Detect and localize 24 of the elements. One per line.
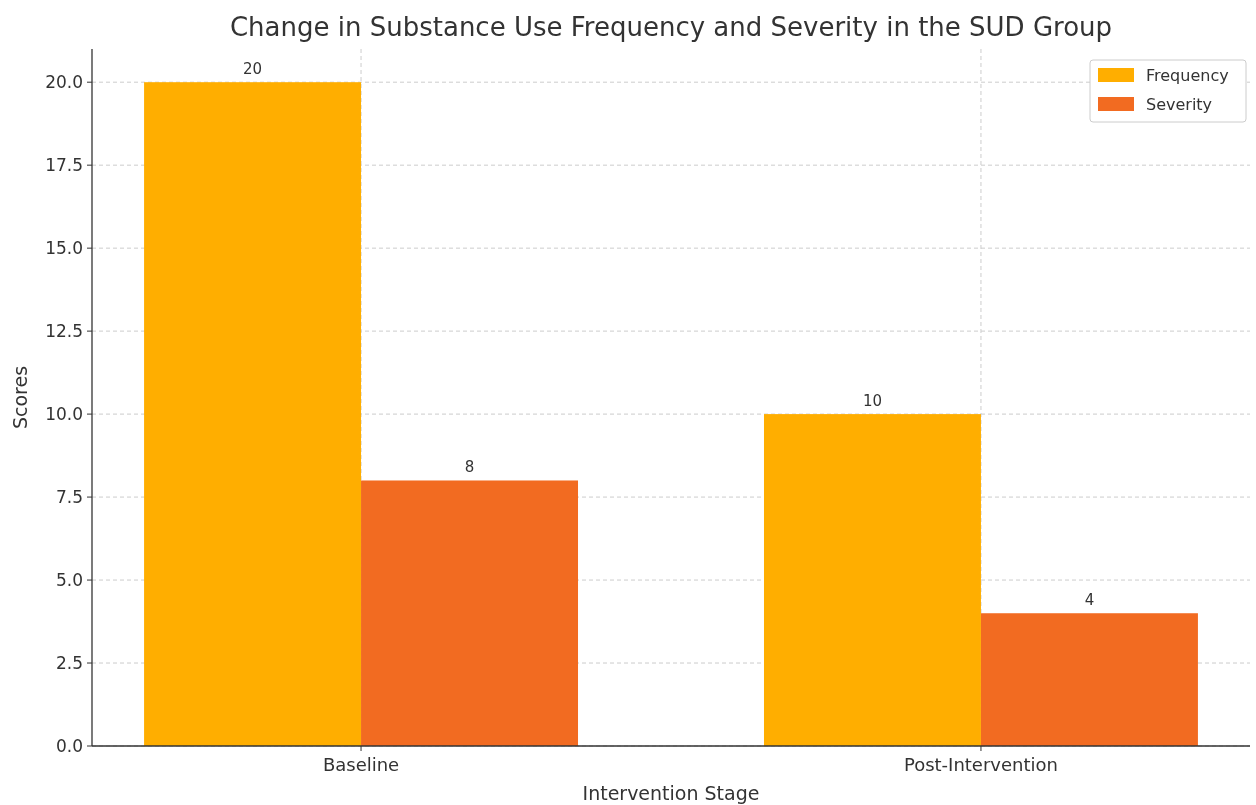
bar	[980, 613, 1198, 746]
x-axis-title: Intervention Stage	[582, 782, 760, 804]
data-label: 4	[1084, 591, 1095, 610]
legend-label: Severity	[1146, 94, 1213, 114]
data-label: 8	[464, 458, 475, 477]
bar	[144, 82, 362, 746]
y-tick-label: 10.0	[45, 404, 83, 425]
y-tick-label: 20.0	[45, 72, 83, 93]
legend-label: Frequency	[1146, 65, 1229, 85]
y-tick-label: 7.5	[55, 487, 83, 508]
y-tick-label: 17.5	[45, 155, 83, 176]
x-tick-label: Post-Intervention	[903, 754, 1058, 775]
y-tick-label: 2.5	[55, 652, 83, 673]
data-label: 20	[243, 60, 263, 79]
bar	[361, 480, 579, 746]
y-tick-label: 12.5	[45, 321, 83, 342]
y-axis-title: Scores	[9, 365, 31, 430]
x-tick-label: Baseline	[322, 754, 400, 775]
bar	[763, 414, 981, 746]
y-tick-label: 15.0	[45, 238, 83, 259]
chart-title: Change in Substance Use Frequency and Severity in the SUD Group	[229, 12, 1113, 42]
data-label: 10	[862, 392, 883, 411]
y-tick-label: 5.0	[55, 570, 83, 590]
y-tick-label: 0.0	[55, 735, 83, 756]
